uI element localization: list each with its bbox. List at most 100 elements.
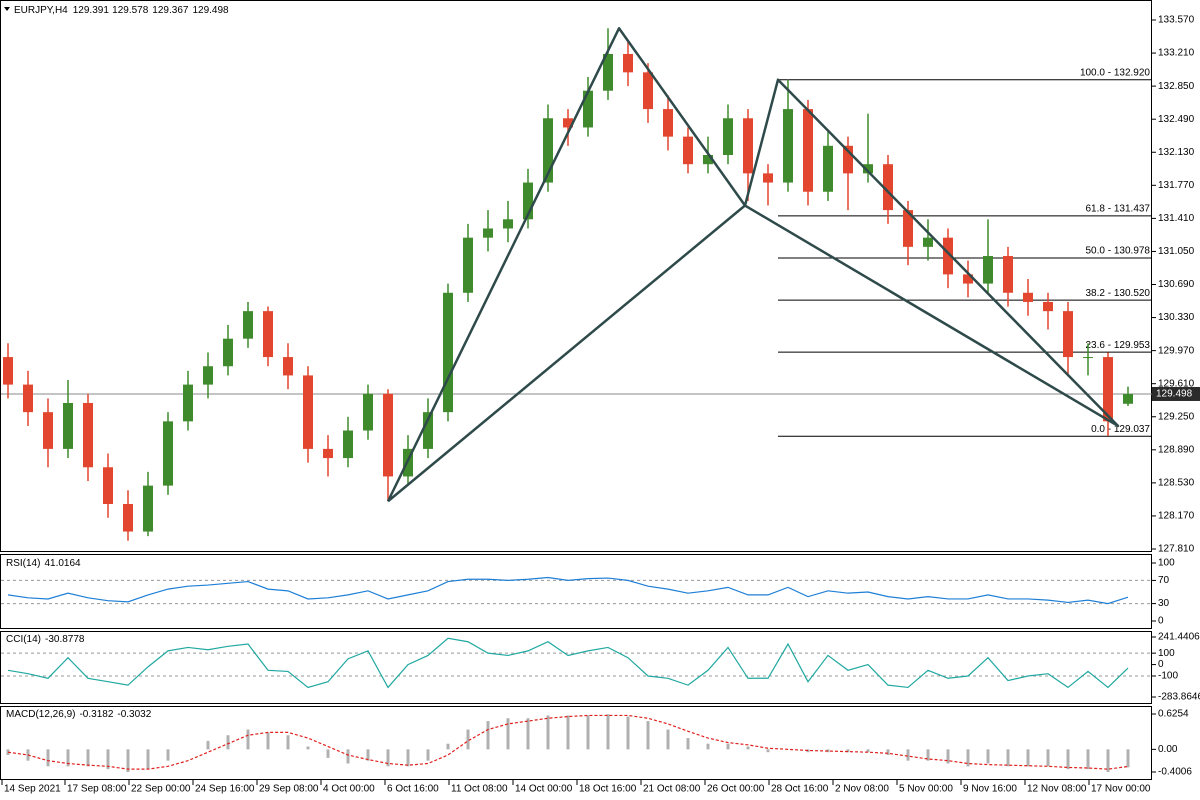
last-price-box <box>1152 386 1200 401</box>
y-tick-label: 132.490 <box>1158 114 1195 125</box>
x-tick-label: 5 Nov 00:00 <box>899 784 953 795</box>
candle-body <box>803 109 813 192</box>
indicator-name: RSI(14) <box>6 558 40 569</box>
x-tick-label: 21 Oct 08:00 <box>643 784 701 795</box>
y-tick-label: 0.6254 <box>1158 709 1189 720</box>
candle-body <box>583 90 593 128</box>
macd-panel <box>0 706 1152 780</box>
indicator-value: -0.3182 <box>79 709 113 720</box>
signal-line <box>7 714 1129 770</box>
candle-body <box>563 118 573 128</box>
candle-body <box>463 237 473 293</box>
x-tick-label: 4 Oct 00:00 <box>323 784 375 795</box>
y-tick-label: -283.8646 <box>1158 692 1200 703</box>
y-tick-label: 100 <box>1158 558 1175 569</box>
signal-value: -0.3032 <box>117 709 151 720</box>
fib-label: 50.0 - 130.978 <box>1086 246 1151 257</box>
y-tick-label: 129.250 <box>1158 411 1195 422</box>
x-tick-label: 17 Nov 00:00 <box>1091 784 1151 795</box>
indicator-value: 41.0164 <box>44 558 81 569</box>
candle-body <box>383 393 393 477</box>
candle-body <box>543 118 553 183</box>
candle-body <box>603 53 613 91</box>
candle-body <box>43 412 53 449</box>
candle-body <box>1043 301 1053 312</box>
candle-body <box>63 402 73 449</box>
x-tick-label: 26 Oct 00:00 <box>707 784 765 795</box>
main-panel <box>0 0 1152 552</box>
symbol: EURJPY,H4 <box>14 5 68 16</box>
y-tick-label: 70 <box>1158 575 1170 586</box>
y-tick-label: 0 <box>1158 659 1164 670</box>
candle-body <box>943 237 953 275</box>
candle-body <box>283 357 293 376</box>
candle-body <box>23 384 33 413</box>
candle-body <box>783 109 793 183</box>
candle-body <box>363 393 373 431</box>
cci-panel <box>0 631 1152 704</box>
y-tick-label: 131.770 <box>1158 180 1195 191</box>
candle-body <box>123 503 133 532</box>
y-tick-label: 100 <box>1158 648 1175 659</box>
y-tick-label: 128.890 <box>1158 444 1195 455</box>
candle-body <box>1003 256 1013 293</box>
y-tick-label: 131.410 <box>1158 213 1195 224</box>
rsi-panel <box>0 554 1152 629</box>
y-tick-label: -0.4006 <box>1158 767 1192 778</box>
candle-body <box>223 338 233 367</box>
x-tick-label: 12 Nov 08:00 <box>1027 784 1087 795</box>
y-tick-label: -100 <box>1158 671 1178 682</box>
candle-body <box>243 311 253 339</box>
y-tick-label: 132.850 <box>1158 81 1195 92</box>
candle-body <box>643 72 653 110</box>
candle-body <box>443 292 453 413</box>
fib-label: 38.2 - 130.520 <box>1086 288 1151 299</box>
x-tick-label: 18 Oct 16:00 <box>579 784 637 795</box>
close: 129.498 <box>192 5 229 16</box>
candle-body <box>83 402 93 468</box>
x-tick-label: 28 Oct 16:00 <box>771 784 829 795</box>
fib-label: 23.6 - 129.953 <box>1086 340 1151 351</box>
y-tick-label: 129.610 <box>1158 378 1195 389</box>
candle-body <box>183 384 193 422</box>
x-tick-label: 11 Oct 08:00 <box>451 784 508 795</box>
y-tick-label: 132.130 <box>1158 147 1195 158</box>
chart-header: EURJPY,H4 129.391 129.578 129.367 129.498 <box>14 5 229 16</box>
x-tick-label: 2 Nov 08:00 <box>835 784 889 795</box>
candle-body <box>703 155 713 165</box>
candle-body <box>923 237 933 247</box>
candle-body <box>483 228 493 238</box>
y-tick-label: 130.330 <box>1158 312 1195 323</box>
candle-body <box>103 467 113 504</box>
y-tick-label: 129.970 <box>1158 345 1195 356</box>
low: 129.367 <box>152 5 189 16</box>
y-tick-label: 133.210 <box>1158 48 1195 59</box>
y-tick-label: 0.00 <box>1158 744 1178 755</box>
harmonic-pattern <box>743 78 1120 428</box>
candle-body <box>503 219 513 229</box>
candle-body <box>143 485 153 532</box>
y-tick-label: 131.050 <box>1158 246 1195 257</box>
indicator-value: -30.8778 <box>45 634 85 645</box>
open: 129.391 <box>73 5 110 16</box>
x-tick-label: 29 Sep 08:00 <box>259 784 319 795</box>
candle-body <box>203 366 213 385</box>
candle-body <box>823 145 833 192</box>
y-tick-label: 127.810 <box>1158 544 1195 555</box>
fib-label: 61.8 - 131.437 <box>1086 204 1151 215</box>
menu-triangle[interactable] <box>4 7 10 11</box>
candle-body <box>683 136 693 165</box>
candle-body <box>3 357 13 385</box>
x-tick-label: 17 Sep 08:00 <box>67 784 127 795</box>
y-tick-label: 130.690 <box>1158 279 1195 290</box>
candle-body <box>343 430 353 459</box>
candle-body <box>663 109 673 137</box>
harmonic-pattern <box>386 27 747 503</box>
candle-body <box>1083 357 1093 359</box>
x-tick-label: 14 Sep 2021 <box>4 784 61 795</box>
candle-body <box>623 53 633 73</box>
y-tick-label: 0 <box>1158 616 1164 627</box>
last-price-label: 129.498 <box>1156 389 1193 400</box>
indicator-name: CCI(14) <box>6 634 41 645</box>
